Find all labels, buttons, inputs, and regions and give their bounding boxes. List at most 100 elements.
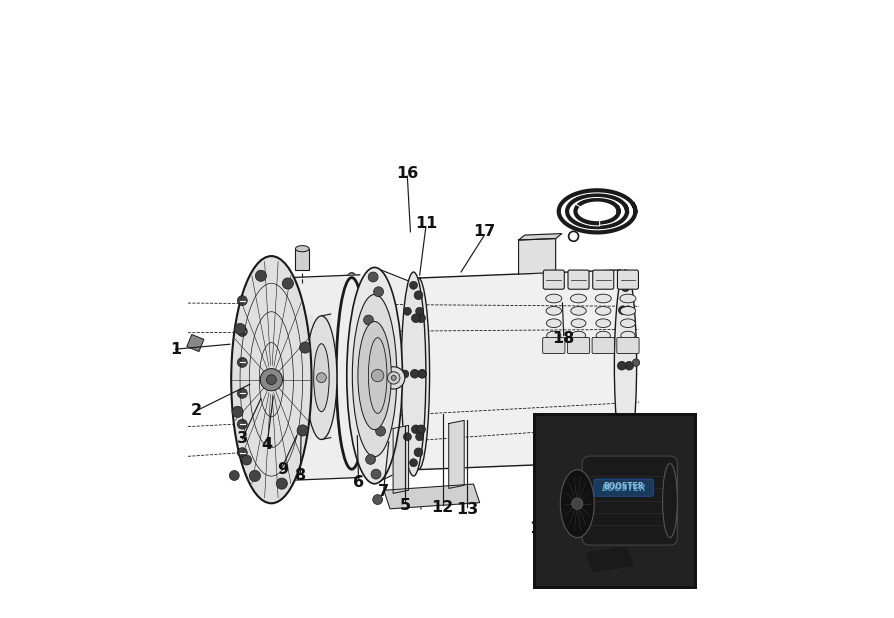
Ellipse shape (595, 319, 610, 328)
FancyBboxPatch shape (616, 337, 638, 353)
Circle shape (417, 370, 426, 378)
Text: INYOPOOLS.COM: INYOPOOLS.COM (232, 307, 495, 336)
Circle shape (372, 494, 382, 504)
Ellipse shape (306, 316, 336, 439)
Polygon shape (384, 484, 479, 509)
Circle shape (373, 287, 384, 297)
Ellipse shape (401, 272, 426, 476)
Polygon shape (448, 420, 464, 488)
Circle shape (411, 314, 419, 323)
Text: 2: 2 (190, 404, 201, 418)
Ellipse shape (346, 268, 402, 484)
Circle shape (617, 362, 626, 370)
FancyBboxPatch shape (594, 479, 653, 496)
Ellipse shape (407, 278, 429, 470)
Ellipse shape (352, 294, 396, 457)
Ellipse shape (545, 319, 561, 328)
Circle shape (237, 388, 247, 398)
Circle shape (241, 455, 251, 465)
Circle shape (623, 417, 632, 426)
Polygon shape (375, 268, 416, 484)
Circle shape (255, 270, 266, 281)
Ellipse shape (281, 339, 306, 407)
Circle shape (234, 323, 245, 334)
Circle shape (415, 307, 423, 315)
FancyBboxPatch shape (592, 270, 613, 289)
Polygon shape (518, 239, 555, 274)
Circle shape (237, 357, 247, 367)
Ellipse shape (620, 319, 635, 328)
Circle shape (362, 391, 372, 400)
Circle shape (316, 373, 326, 383)
Ellipse shape (368, 337, 386, 413)
Text: 16: 16 (396, 166, 418, 180)
FancyBboxPatch shape (568, 270, 588, 289)
Circle shape (618, 417, 627, 426)
Circle shape (366, 454, 375, 464)
Circle shape (266, 375, 276, 384)
Circle shape (417, 425, 425, 434)
Circle shape (409, 459, 417, 467)
Circle shape (568, 231, 578, 241)
FancyBboxPatch shape (567, 337, 589, 353)
Ellipse shape (545, 307, 561, 315)
Circle shape (387, 371, 400, 384)
Ellipse shape (231, 256, 311, 503)
FancyBboxPatch shape (542, 337, 564, 353)
Circle shape (631, 359, 639, 366)
Text: 3: 3 (237, 431, 248, 446)
Polygon shape (419, 270, 620, 470)
Circle shape (297, 425, 308, 436)
Circle shape (624, 362, 633, 370)
Circle shape (232, 406, 243, 417)
Polygon shape (586, 547, 632, 572)
Bar (295, 248, 308, 270)
Circle shape (249, 470, 260, 481)
Ellipse shape (545, 294, 561, 303)
FancyBboxPatch shape (592, 337, 613, 353)
Ellipse shape (570, 331, 585, 340)
Polygon shape (321, 314, 330, 439)
Circle shape (409, 281, 417, 289)
Circle shape (237, 447, 247, 457)
Ellipse shape (570, 307, 586, 315)
Circle shape (371, 469, 381, 479)
Circle shape (618, 306, 627, 315)
Ellipse shape (662, 464, 677, 538)
Polygon shape (392, 425, 408, 490)
Ellipse shape (295, 245, 308, 252)
Ellipse shape (560, 470, 594, 538)
Circle shape (417, 370, 426, 378)
Circle shape (375, 426, 385, 436)
Circle shape (417, 314, 425, 323)
Ellipse shape (546, 331, 561, 340)
Text: BOOSTER: BOOSTER (603, 483, 643, 491)
Circle shape (237, 326, 247, 336)
Circle shape (415, 433, 423, 441)
Ellipse shape (620, 331, 635, 340)
Ellipse shape (613, 270, 636, 462)
Text: 17: 17 (473, 224, 495, 239)
Circle shape (414, 291, 422, 300)
Circle shape (363, 315, 373, 325)
Bar (534, 414, 694, 587)
Polygon shape (518, 234, 561, 240)
Circle shape (414, 448, 422, 457)
Circle shape (620, 440, 629, 449)
Circle shape (237, 419, 247, 429)
Text: 14: 14 (528, 521, 551, 536)
Circle shape (410, 370, 418, 378)
Circle shape (403, 307, 411, 315)
Circle shape (623, 306, 632, 315)
Text: 12: 12 (431, 501, 453, 515)
Circle shape (276, 478, 287, 489)
Circle shape (229, 470, 239, 480)
Bar (534, 414, 694, 587)
Ellipse shape (595, 294, 611, 303)
Ellipse shape (595, 307, 611, 315)
FancyBboxPatch shape (617, 270, 637, 289)
Text: 11: 11 (414, 216, 436, 231)
Circle shape (403, 433, 411, 441)
Circle shape (371, 370, 384, 382)
Circle shape (282, 278, 293, 289)
